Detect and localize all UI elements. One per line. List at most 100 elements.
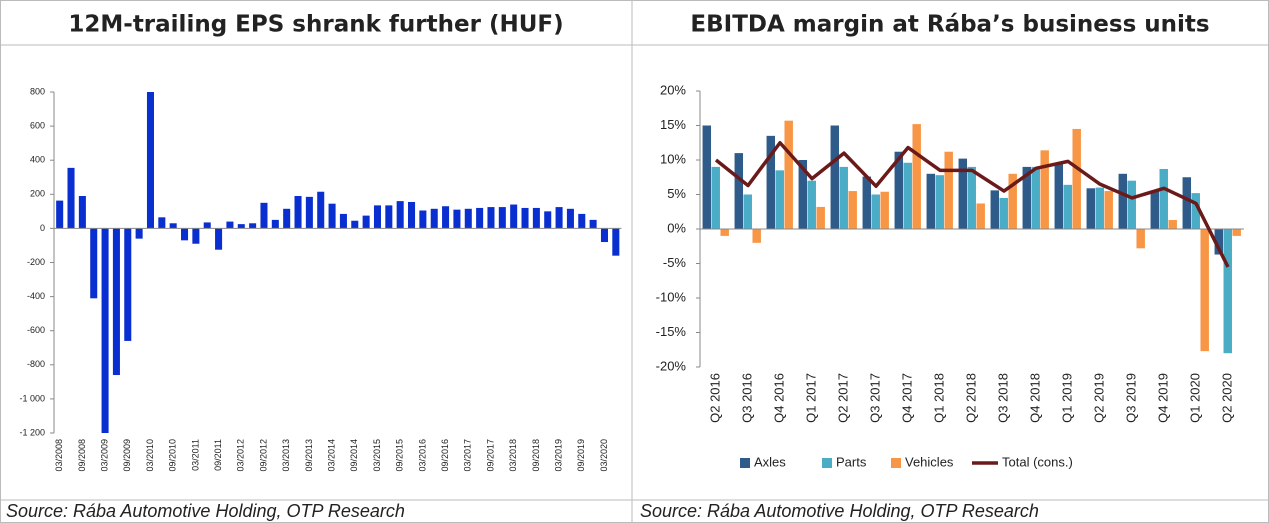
bar: [169, 223, 177, 229]
bar: [1063, 184, 1072, 229]
bar: [464, 208, 472, 229]
bar: [419, 210, 427, 229]
y-tick-label: 20%: [660, 82, 686, 97]
bar: [124, 228, 132, 341]
line: [714, 141, 1230, 268]
bar: [612, 228, 620, 256]
x-tick-label: 03/2008: [54, 439, 64, 472]
x-tick-label: Q1 2017: [803, 373, 818, 423]
y-tick-label: -200: [27, 257, 45, 267]
bar: [999, 197, 1008, 229]
bar: [600, 228, 608, 243]
bar: [702, 125, 712, 229]
bar: [734, 153, 744, 229]
bar: [903, 162, 912, 229]
bar: [830, 125, 840, 229]
bar: [589, 219, 597, 229]
y-tick-label: 5%: [667, 186, 686, 201]
x-tick-label: 03/2015: [372, 439, 382, 472]
bar: [1214, 229, 1224, 255]
bar: [871, 194, 880, 229]
bar: [1136, 229, 1145, 249]
bar: [912, 124, 921, 229]
y-tick-label: 800: [30, 86, 45, 96]
y-tick-label: -800: [27, 359, 45, 369]
x-tick-label: Q3 2019: [1123, 373, 1138, 423]
y-tick-label: -10%: [656, 289, 687, 304]
x-tick-label: Q2 2018: [963, 373, 978, 423]
bar: [1095, 187, 1104, 229]
bar: [498, 207, 506, 229]
bar: [1054, 163, 1064, 229]
bar: [135, 228, 143, 239]
bar: [566, 208, 574, 229]
bar: [510, 204, 518, 229]
y-tick-label: 10%: [660, 151, 686, 166]
x-tick-label: Q4 2017: [899, 373, 914, 423]
y-tick-label: 15%: [660, 117, 686, 132]
bar: [839, 166, 848, 229]
x-tick-label: 03/2010: [145, 439, 155, 472]
bar: [555, 207, 563, 229]
bar: [1223, 229, 1232, 354]
bar: [1118, 173, 1128, 229]
bar: [976, 203, 985, 229]
x-tick-label: Q4 2019: [1155, 373, 1170, 423]
legend-label: Vehicles: [905, 454, 954, 469]
x-tick-label: 03/2020: [599, 439, 609, 472]
legend-label: Parts: [836, 454, 867, 469]
bar: [362, 215, 370, 229]
legend-swatch: [891, 458, 901, 468]
bar: [453, 209, 461, 229]
chart-title: 12M-trailing EPS shrank further (HUF): [68, 12, 563, 38]
x-tick-label: Q2 2016: [707, 373, 722, 423]
x-tick-label: 09/2008: [77, 439, 87, 472]
bar: [521, 207, 529, 229]
x-tick-label: 09/2010: [168, 439, 178, 472]
bar: [351, 220, 359, 229]
y-tick-label: -5%: [663, 255, 687, 270]
bar: [848, 191, 857, 229]
x-tick-label: 09/2014: [349, 439, 359, 472]
bar: [1008, 173, 1017, 229]
y-tick-label: -15%: [656, 324, 687, 339]
x-tick-label: Q1 2019: [1059, 373, 1074, 423]
y-tick-label: 200: [30, 189, 45, 199]
x-tick-label: Q1 2020: [1187, 373, 1202, 423]
bar: [317, 191, 325, 229]
bar: [78, 196, 86, 229]
bar: [396, 201, 404, 229]
bar: [944, 151, 953, 229]
bar: [1191, 193, 1200, 229]
bar: [283, 208, 291, 229]
y-tick-label: 600: [30, 120, 45, 130]
bar: [215, 228, 223, 250]
bar: [339, 213, 347, 229]
x-tick-label: Q3 2018: [995, 373, 1010, 423]
bar: [1150, 191, 1160, 229]
x-tick-label: Q1 2018: [931, 373, 946, 423]
bar: [385, 205, 393, 229]
bar: [487, 207, 495, 229]
bar: [990, 190, 1000, 229]
bar: [720, 229, 729, 236]
legend-label: Axles: [754, 454, 786, 469]
x-tick-label: 03/2013: [281, 439, 291, 472]
chart-title: EBITDA margin at Rába’s business units: [690, 12, 1209, 38]
y-tick-label: -1 000: [19, 393, 45, 403]
bar: [101, 228, 109, 433]
bar: [862, 176, 872, 229]
bar: [880, 191, 889, 229]
bar: [294, 196, 302, 229]
bar: [112, 228, 120, 376]
bar: [226, 221, 234, 229]
x-tick-label: Q4 2018: [1027, 373, 1042, 423]
x-tick-label: Q4 2016: [771, 373, 786, 423]
x-tick-label: 09/2019: [576, 439, 586, 472]
x-tick-label: 09/2017: [485, 439, 495, 472]
x-tick-label: Q2 2020: [1219, 373, 1234, 423]
bar: [798, 160, 808, 229]
bar: [1127, 180, 1136, 229]
y-tick-label: -20%: [656, 358, 687, 373]
